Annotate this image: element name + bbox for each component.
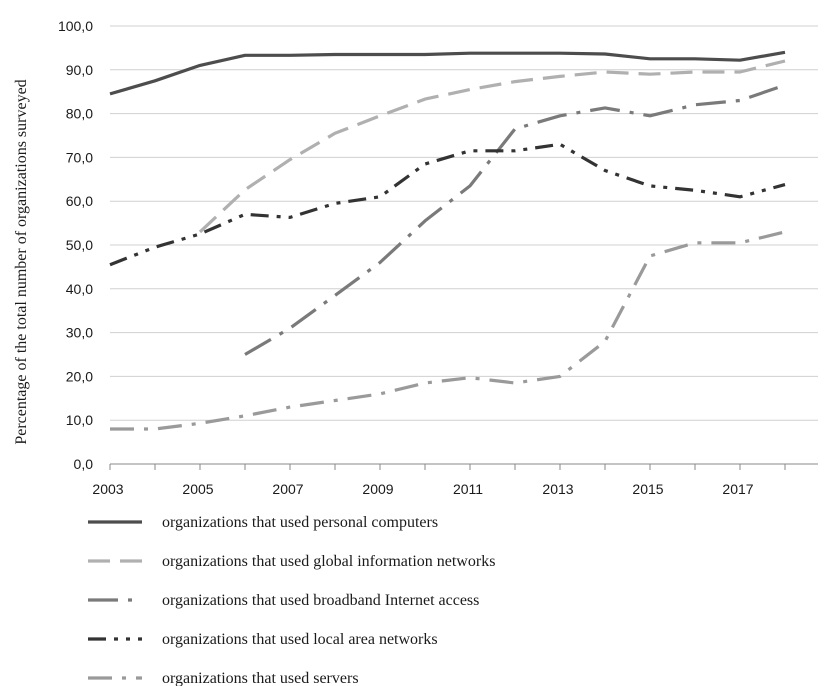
x-tick-label: 2015 <box>632 481 663 497</box>
series-line-4 <box>109 142 786 267</box>
legend-label: organizations that used local area netwo… <box>162 631 438 648</box>
y-tick-label: 20,0 <box>66 368 93 384</box>
y-tick-label: 60,0 <box>66 193 93 209</box>
y-tick-label: 10,0 <box>66 412 93 428</box>
y-tick-label: 70,0 <box>66 149 93 165</box>
series-line-2 <box>198 59 786 234</box>
legend-label: organizations that used broadband Intern… <box>162 592 479 609</box>
y-tick-label: 50,0 <box>66 237 93 253</box>
legend: organizations that used personal compute… <box>88 514 495 686</box>
y-axis-label: Percentage of the total number of organi… <box>13 79 30 444</box>
x-tick-label: 2017 <box>722 481 753 497</box>
x-axis <box>109 463 818 470</box>
x-tick-label: 2013 <box>542 481 573 497</box>
x-tick-label: 2009 <box>362 481 393 497</box>
series-lines <box>109 50 786 431</box>
y-tick-label: 100,0 <box>58 18 93 34</box>
y-tick-label: 0,0 <box>74 456 94 472</box>
x-axis-ticks: 2003 2005 2007 2009 2011 2013 2015 2017 <box>92 481 753 497</box>
x-tick-label: 2005 <box>182 481 213 497</box>
series-line-3 <box>244 83 786 356</box>
x-tick-label: 2007 <box>272 481 303 497</box>
legend-label: organizations that used servers <box>162 670 359 686</box>
legend-label: organizations that used personal compute… <box>162 514 438 531</box>
series-line-1 <box>109 50 786 96</box>
y-tick-label: 90,0 <box>66 62 93 78</box>
y-tick-label: 30,0 <box>66 325 93 341</box>
series-line-5 <box>110 230 786 431</box>
legend-label: organizations that used global informati… <box>162 553 495 570</box>
x-tick-label: 2003 <box>92 481 123 497</box>
y-axis-ticks: 0,0 10,0 20,0 30,0 40,0 50,0 60,0 70,0 80,0 90,0 1… <box>58 18 93 472</box>
y-tick-label: 40,0 <box>66 281 93 297</box>
x-tick-label: 2011 <box>453 481 483 497</box>
y-tick-label: 80,0 <box>66 106 93 122</box>
